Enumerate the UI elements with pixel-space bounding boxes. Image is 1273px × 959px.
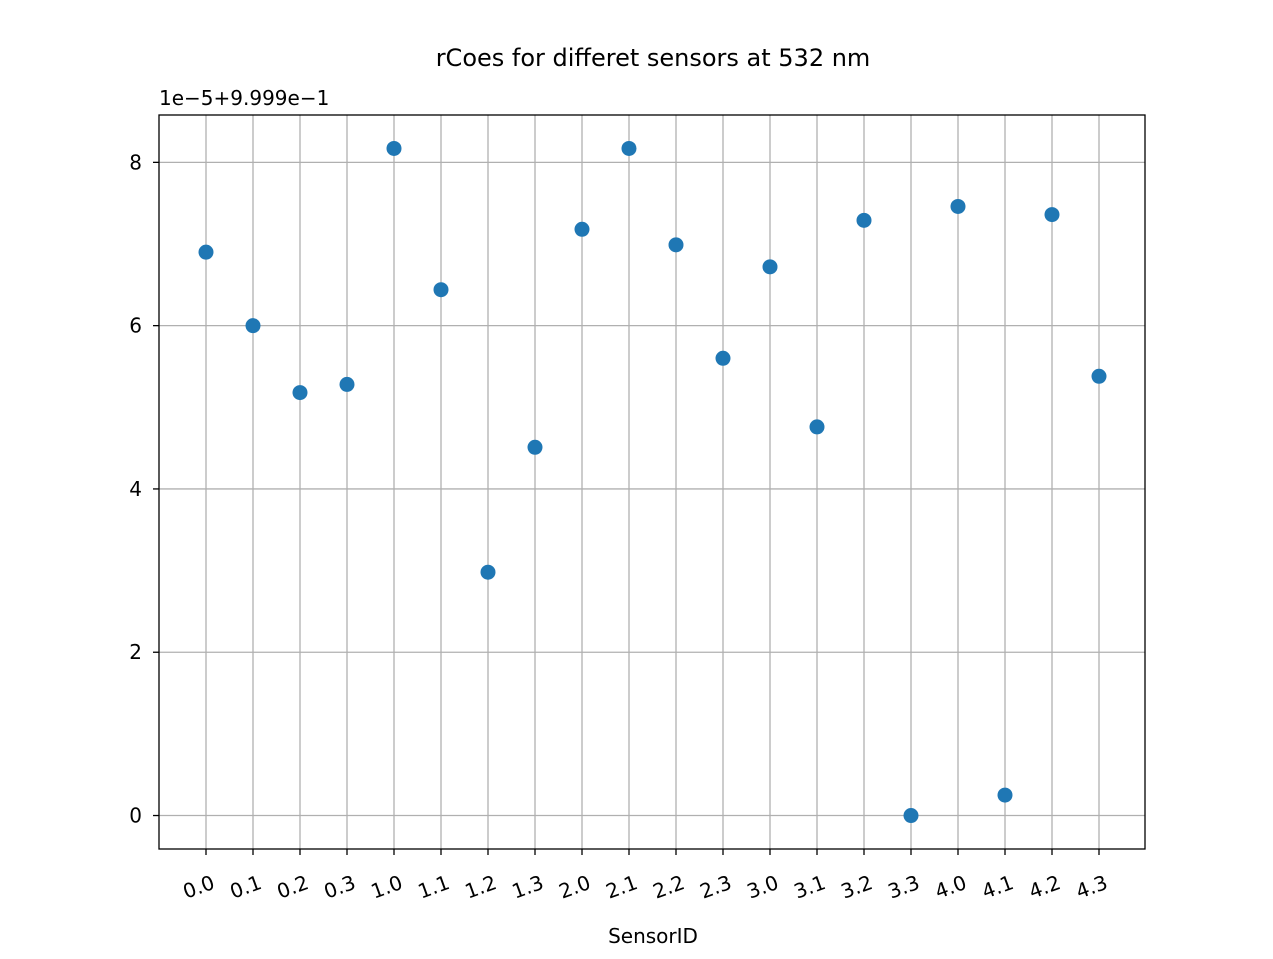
grid-lines (159, 115, 1145, 849)
data-point-4-0 (950, 198, 966, 214)
data-point-0-3 (339, 376, 355, 392)
data-point-3-1 (809, 419, 825, 435)
axes-frame (158, 114, 1146, 850)
data-point-3-2 (856, 212, 872, 228)
data-points (198, 140, 1107, 824)
data-point-3-0 (762, 259, 778, 275)
data-point-0-1 (245, 318, 261, 334)
chart-title: rCoes for differet sensors at 532 nm (436, 44, 871, 72)
x-axis-label: SensorID (608, 924, 698, 948)
y-tick-label: 0 (129, 804, 142, 828)
data-point-3-3 (903, 808, 919, 824)
y-axis-offset-label: 1e−5+9.999e−1 (159, 86, 329, 110)
data-point-2-3 (715, 350, 731, 366)
data-point-2-0 (574, 221, 590, 237)
data-point-2-1 (621, 140, 637, 156)
data-point-4-3 (1091, 368, 1107, 384)
data-point-0-0 (198, 244, 214, 260)
data-point-1-0 (386, 140, 402, 156)
data-point-1-1 (433, 282, 449, 298)
data-point-4-2 (1044, 207, 1060, 223)
y-tick-label: 8 (129, 150, 142, 174)
y-tick-label: 4 (129, 477, 142, 501)
y-tick-label: 6 (129, 314, 142, 338)
y-tick-label: 2 (129, 640, 142, 664)
data-point-2-2 (668, 237, 684, 253)
y-axis-ticks: 0 2 4 6 8 (129, 150, 159, 828)
data-point-4-1 (997, 787, 1013, 803)
data-point-1-2 (480, 564, 496, 580)
data-point-1-3 (527, 439, 543, 455)
data-point-0-2 (292, 385, 308, 401)
